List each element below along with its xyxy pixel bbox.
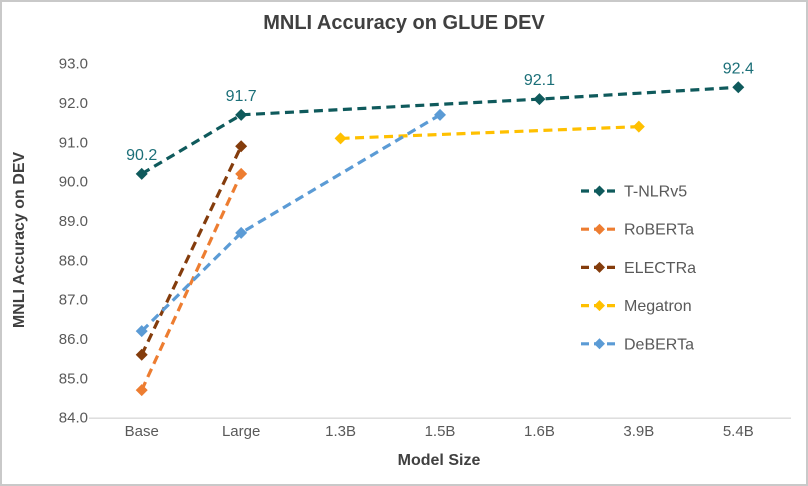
y-tick-label: 85.0 xyxy=(59,370,88,387)
data-point-marker-T-NLRv5 xyxy=(533,93,546,106)
y-tick-label: 90.0 xyxy=(59,174,88,191)
legend-marker xyxy=(594,223,605,235)
x-tick-label: 5.4B xyxy=(723,423,754,440)
chart-title: MNLI Accuracy on GLUE DEV xyxy=(263,12,545,34)
data-point-marker-T-NLRv5 xyxy=(732,81,745,94)
data-label-T-NLRv5: 92.4 xyxy=(723,60,754,77)
legend-label: T-NLRv5 xyxy=(624,184,687,201)
data-label-T-NLRv5: 90.2 xyxy=(126,147,157,164)
data-point-marker-Megatron xyxy=(632,120,645,133)
x-tick-label: 1.5B xyxy=(425,423,456,440)
y-axis-title: MNLI Accuracy on DEV xyxy=(11,151,28,329)
series-line-Megatron xyxy=(340,125,639,141)
data-point-marker-T-NLRv5 xyxy=(235,108,248,121)
y-tick-label: 86.0 xyxy=(59,331,88,348)
series-line-RoBERTa xyxy=(140,173,243,391)
legend-item-Megatron: Megatron xyxy=(581,298,692,315)
legend-label: Megatron xyxy=(624,298,692,315)
y-tick-label: 89.0 xyxy=(59,213,88,230)
legend-label: DeBERTa xyxy=(624,336,694,353)
data-point-marker-Megatron xyxy=(334,132,347,145)
legend-marker xyxy=(594,261,605,273)
y-tick-label: 92.0 xyxy=(59,95,88,112)
y-tick-label: 84.0 xyxy=(59,410,88,427)
legend-label: ELECTRa xyxy=(624,260,696,277)
data-point-marker-ELECTRa xyxy=(135,348,148,361)
data-point-marker-RoBERTa xyxy=(235,167,248,180)
x-tick-label: Large xyxy=(222,423,260,440)
y-tick-label: 91.0 xyxy=(59,134,88,151)
series-line-ELECTRa xyxy=(140,145,243,356)
data-point-marker-ELECTRa xyxy=(235,140,248,153)
legend-item-DeBERTa: DeBERTa xyxy=(581,336,694,353)
data-label-T-NLRv5: 92.1 xyxy=(524,72,555,89)
legend-item-RoBERTa: RoBERTa xyxy=(581,222,694,239)
legend-marker xyxy=(594,300,605,312)
series-line-DeBERTa xyxy=(140,113,441,333)
legend-item-T-NLRv5: T-NLRv5 xyxy=(581,184,687,201)
data-point-marker-RoBERTa xyxy=(135,384,148,397)
x-tick-label: Base xyxy=(125,423,159,440)
legend-label: RoBERTa xyxy=(624,222,694,239)
y-tick-label: 88.0 xyxy=(59,252,88,269)
data-point-marker-DeBERTa xyxy=(434,108,446,121)
x-axis-title: Model Size xyxy=(397,452,481,469)
x-tick-label: 3.9B xyxy=(623,423,654,440)
data-point-marker-T-NLRv5 xyxy=(135,167,148,180)
legend-marker xyxy=(594,185,605,197)
y-tick-label: 93.0 xyxy=(59,56,88,73)
data-point-marker-DeBERTa xyxy=(235,226,248,239)
x-tick-label: 1.6B xyxy=(524,423,555,440)
legend-item-ELECTRa: ELECTRa xyxy=(581,260,696,277)
x-tick-label: 1.3B xyxy=(325,423,356,440)
data-point-marker-DeBERTa xyxy=(135,325,148,338)
data-label-T-NLRv5: 91.7 xyxy=(226,88,257,105)
legend-marker xyxy=(594,338,605,350)
series-line-T-NLRv5 xyxy=(140,85,739,176)
y-tick-label: 87.0 xyxy=(59,292,88,309)
